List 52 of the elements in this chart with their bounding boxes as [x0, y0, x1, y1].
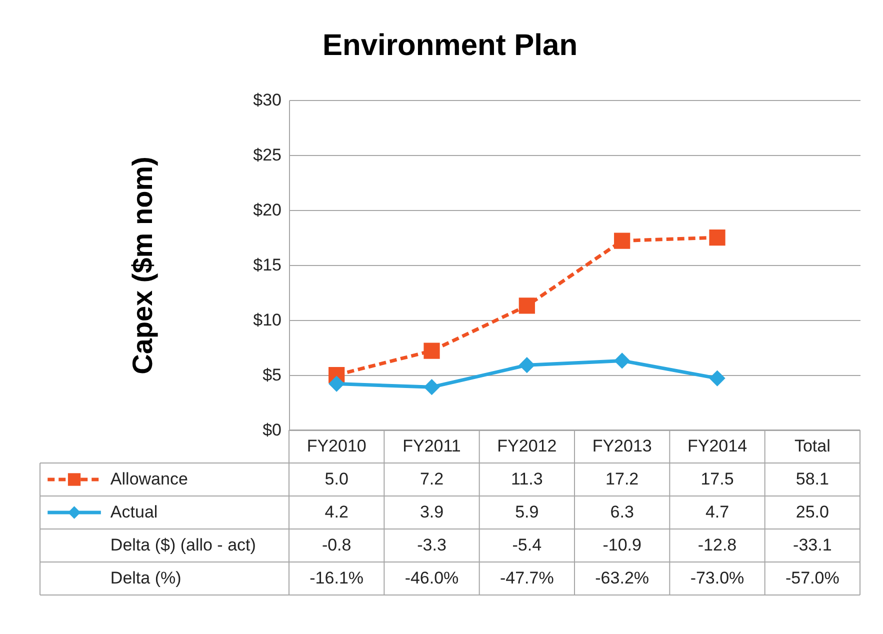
text: -57.0%: [785, 568, 840, 588]
point: [424, 379, 440, 396]
data-label: 4.2: [324, 502, 348, 522]
point: [614, 352, 630, 369]
text: -5.4: [512, 536, 542, 554]
y-tick-label: $15: [253, 256, 282, 274]
x-tick-label: FY2011: [402, 436, 461, 456]
text: 58.1: [796, 470, 829, 488]
text: -0.8: [322, 536, 352, 554]
text: -12.8: [698, 536, 737, 554]
text: 25.0: [796, 502, 829, 522]
text: -33.1: [793, 536, 832, 554]
legend-label: Actual: [110, 502, 158, 522]
point: [709, 229, 726, 246]
data-label: 6.3: [610, 502, 634, 522]
point: [518, 298, 535, 314]
y-tick-label: $30: [253, 90, 282, 110]
data-label: 7.2: [420, 470, 444, 488]
legend-label: Allowance: [110, 470, 188, 488]
point: [518, 357, 535, 374]
x-tick-label: FY2010: [306, 436, 366, 456]
point: [614, 232, 630, 249]
data-label: 5.0: [324, 470, 348, 488]
y-axis-title: Capex ($m nom): [127, 156, 158, 374]
data-label: 17.5: [700, 470, 734, 488]
text: -3.3: [417, 536, 446, 554]
data-label: 3.9: [420, 502, 444, 522]
data-label: 17.2: [606, 470, 639, 488]
text: -16.1%: [310, 568, 364, 588]
chart-title: Environment Plan: [322, 29, 578, 62]
y-tick-label: $10: [253, 310, 282, 330]
x-tick-label: FY2013: [592, 436, 652, 456]
data-label: 11.3: [511, 470, 543, 488]
text: Delta ($) (allo - act): [110, 536, 256, 554]
data-label: 4.7: [705, 502, 730, 522]
text: -73.0%: [690, 568, 744, 588]
text: -47.7%: [500, 568, 554, 588]
point: [709, 370, 726, 386]
point: [328, 376, 345, 392]
text: -10.9: [602, 536, 642, 554]
y-tick-label: $25: [253, 146, 282, 164]
data-label: 5.9: [515, 502, 539, 522]
y-tick-label: $0: [262, 420, 282, 440]
text: -63.2%: [595, 568, 650, 588]
x-tick-label: Total: [794, 436, 830, 456]
point: [424, 342, 440, 359]
text: -46.0%: [404, 568, 459, 588]
text: Delta (%): [110, 568, 182, 588]
y-tick-label: $20: [253, 200, 282, 220]
x-tick-label: FY2014: [687, 436, 748, 456]
y-tick-label: $5: [262, 366, 282, 384]
x-tick-label: FY2012: [497, 436, 557, 456]
